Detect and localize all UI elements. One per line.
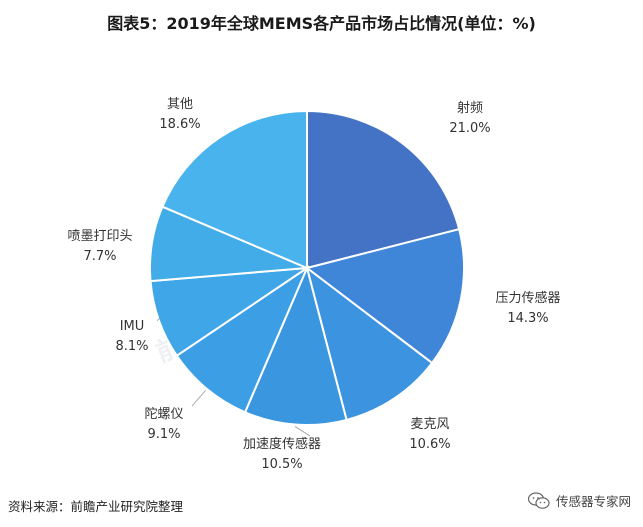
pie-slice-8 [161, 109, 308, 270]
leader-lines [156, 317, 311, 437]
source-note: 资料来源：前瞻产业研究院整理 [8, 499, 184, 514]
slice-value-1: 21.0% [449, 121, 490, 136]
pie-slice-2 [304, 227, 465, 365]
slice-label-2: 压力传感器 [495, 290, 560, 306]
chart-title: 图表5：2019年全球MEMS各产品市场占比情况(单位：%) [107, 14, 536, 33]
slice-value-7: 7.7% [83, 249, 116, 264]
footer-brand-text: 传感器专家网 [555, 494, 631, 509]
slice-label-8: 其他 [167, 97, 193, 112]
leader-line-5 [191, 390, 206, 407]
footer-brand: 传感器专家网 [527, 491, 631, 510]
slice-value-4: 10.5% [261, 457, 302, 472]
pie-slice-5 [175, 265, 310, 414]
slice-label-1: 射频 [457, 100, 483, 116]
slice-value-8: 18.6% [159, 117, 200, 132]
slice-label-6: IMU [120, 319, 145, 334]
pie-slice-1 [306, 109, 461, 270]
pie-slices [149, 109, 465, 426]
leader-line-4 [294, 426, 311, 437]
pie-slice-4 [243, 264, 348, 426]
slice-value-6: 8.1% [115, 339, 148, 354]
slice-label-4: 加速度传感器 [243, 436, 321, 452]
slice-label-5: 陀螺仪 [144, 406, 183, 422]
slice-value-2: 14.3% [507, 311, 548, 326]
slice-labels: 射频 21.0% 压力传感器 14.3% 麦克风 10.6% 加速度传感器 10.5% 陀螺仪 9… [67, 97, 560, 472]
slice-label-7: 喷墨打印头 [67, 229, 132, 244]
leader-line-6 [156, 317, 161, 321]
wechat-icon [527, 491, 550, 509]
slice-value-5: 9.1% [147, 427, 180, 442]
pie-slice-3 [305, 265, 434, 422]
slice-label-3: 麦克风 [410, 417, 449, 432]
slice-value-3: 10.6% [409, 437, 450, 452]
